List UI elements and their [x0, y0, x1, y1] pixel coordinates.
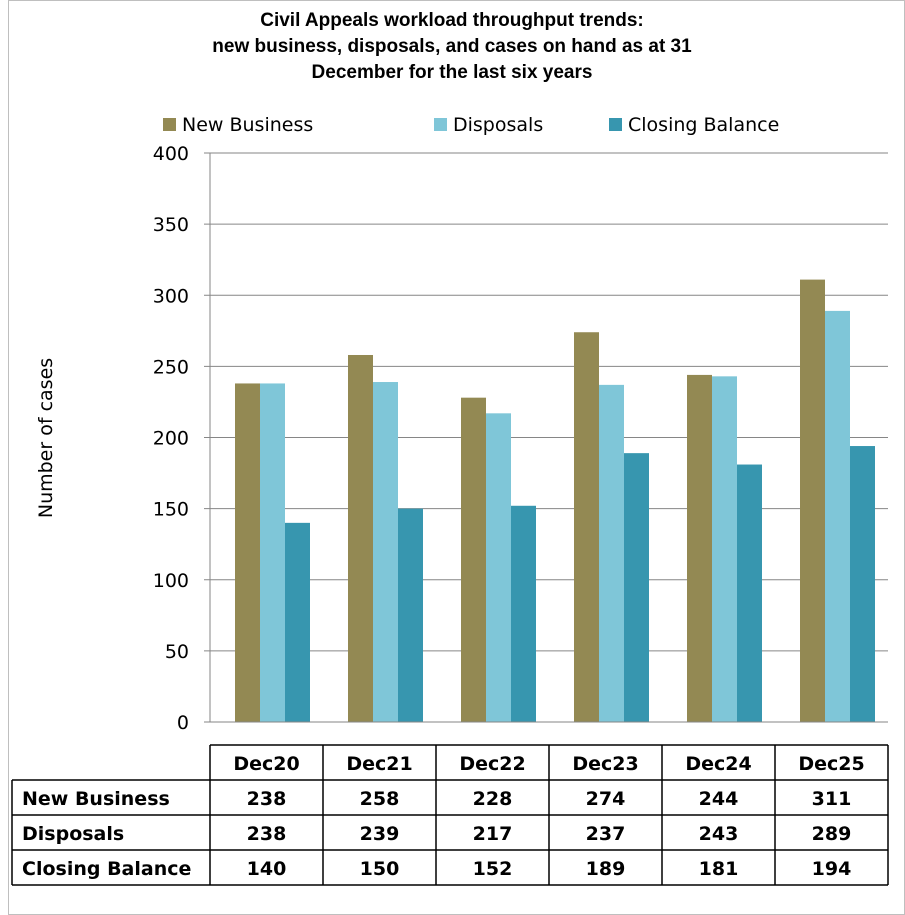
x-tick-label-dec22: Dec22	[459, 753, 525, 775]
bar-disposals-dec20	[260, 383, 285, 722]
data-label-new-business-dec20: 238	[247, 788, 287, 810]
chart-frame	[8, 0, 905, 915]
bar-new-business-dec22	[461, 397, 486, 722]
y-axis-ticks: 0 50 100 150 200 250 300 350 400	[153, 143, 210, 734]
data-label-disposals-dec25: 289	[812, 823, 852, 845]
bar-disposals-dec22	[486, 413, 511, 722]
data-label-new-business-dec25: 311	[812, 788, 852, 810]
legend-swatch-disposals	[434, 118, 447, 131]
data-table: Dec20 Dec21 Dec22 Dec23 Dec24 Dec25 New Busine…	[11, 744, 889, 886]
y-tick-label-50: 50	[165, 641, 189, 663]
data-label-new-business-dec22: 228	[473, 788, 513, 810]
bar-disposals-dec24	[712, 376, 737, 722]
data-label-disposals-dec23: 237	[586, 823, 626, 845]
data-label-closing-balance-dec20: 140	[247, 858, 287, 880]
table-row-label-new-business: New Business	[22, 788, 170, 810]
data-label-new-business-dec21: 258	[360, 788, 400, 810]
legend-label-new-business: New Business	[182, 114, 313, 136]
table-row-label-closing-balance: Closing Balance	[22, 858, 191, 880]
y-tick-label-350: 350	[153, 214, 189, 236]
data-label-closing-balance-dec25: 194	[812, 858, 852, 880]
y-tick-label-100: 100	[153, 570, 189, 592]
bar-closing-balance-dec21	[398, 508, 423, 722]
axes	[209, 153, 888, 723]
gridlines	[210, 152, 888, 652]
y-tick-label-150: 150	[153, 499, 189, 521]
bar-closing-balance-dec22	[511, 505, 536, 722]
y-tick-label-400: 400	[153, 143, 189, 165]
data-label-new-business-dec23: 274	[586, 788, 626, 810]
data-label-disposals-dec20: 238	[247, 823, 287, 845]
legend-swatch-closing-balance	[609, 118, 622, 131]
bars	[235, 279, 875, 722]
bar-new-business-dec21	[348, 354, 373, 722]
x-tick-label-dec25: Dec25	[798, 753, 864, 775]
data-label-closing-balance-dec23: 189	[586, 858, 626, 880]
chart-title-line-2: new business, disposals, and cases on ha…	[212, 36, 692, 57]
chart-title-line-1: Civil Appeals workload throughput trends…	[260, 10, 644, 31]
bar-disposals-dec21	[373, 382, 398, 722]
bar-closing-balance-dec23	[624, 453, 649, 722]
legend-swatch-new-business	[163, 118, 176, 131]
data-label-disposals-dec22: 217	[473, 823, 513, 845]
y-tick-label-200: 200	[153, 428, 189, 450]
x-tick-label-dec20: Dec20	[233, 753, 299, 775]
x-tick-label-dec21: Dec21	[346, 753, 412, 775]
x-tick-label-dec23: Dec23	[572, 753, 638, 775]
legend: New Business Disposals Closing Balance	[163, 114, 779, 136]
bar-new-business-dec20	[235, 383, 260, 722]
bar-new-business-dec24	[687, 374, 712, 722]
bar-new-business-dec25	[800, 279, 825, 722]
bar-closing-balance-dec20	[285, 522, 310, 722]
bar-disposals-dec23	[599, 384, 624, 722]
data-label-closing-balance-dec21: 150	[360, 858, 400, 880]
data-label-disposals-dec24: 243	[699, 823, 739, 845]
y-tick-label-250: 250	[153, 356, 189, 378]
bar-disposals-dec25	[825, 310, 850, 722]
y-tick-label-0: 0	[177, 712, 189, 734]
data-label-closing-balance-dec24: 181	[699, 858, 739, 880]
chart-title-line-3: December for the last six years	[312, 62, 593, 83]
legend-label-closing-balance: Closing Balance	[628, 114, 779, 136]
bar-closing-balance-dec25	[850, 446, 875, 722]
y-axis-label: Number of cases	[35, 358, 57, 518]
legend-label-disposals: Disposals	[453, 114, 543, 136]
y-tick-label-300: 300	[153, 285, 189, 307]
bar-new-business-dec23	[574, 332, 599, 722]
x-tick-label-dec24: Dec24	[685, 753, 751, 775]
bar-closing-balance-dec24	[737, 464, 762, 722]
data-label-new-business-dec24: 244	[699, 788, 739, 810]
chart-title: Civil Appeals workload throughput trends…	[212, 10, 692, 83]
data-label-closing-balance-dec22: 152	[473, 858, 513, 880]
table-row-label-disposals: Disposals	[22, 823, 124, 845]
data-label-disposals-dec21: 239	[360, 823, 400, 845]
